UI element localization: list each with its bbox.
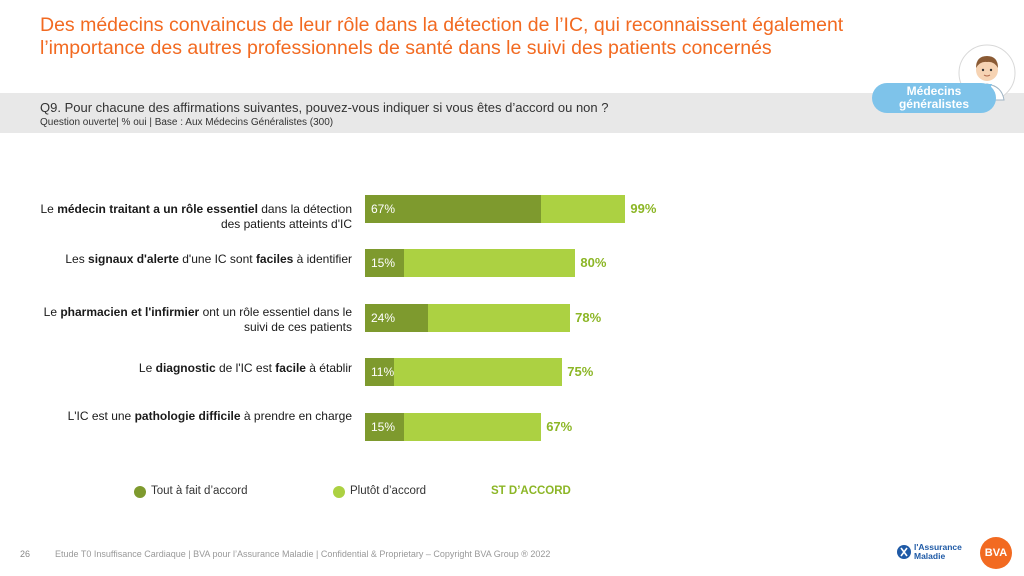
row-label-part: Le	[40, 202, 58, 216]
bar-tout-a-fait: 11%	[365, 358, 394, 386]
row-label-part: pharmacien et l'infirmier	[60, 305, 200, 319]
row-label-part: médecin traitant a un rôle essentiel	[57, 202, 258, 216]
bar-tout-a-fait: 15%	[365, 413, 405, 441]
legend-label-st: ST D’ACCORD	[491, 485, 571, 497]
row-label-part: à identifier	[293, 252, 352, 266]
total-value-label: 99%	[630, 201, 657, 216]
row-label: L'IC est une pathologie difficile à pren…	[32, 409, 352, 424]
bar-plutot-accord	[365, 358, 563, 386]
audience-badge: Médecins généralistes	[872, 83, 996, 113]
row-label-part: de l'IC est	[215, 361, 276, 375]
legend-swatch-tout	[134, 486, 146, 498]
total-value-label: 67%	[546, 419, 573, 434]
row-label-part: à prendre en charge	[240, 409, 352, 423]
am-logo-line1: l'Assurance	[914, 542, 962, 552]
row-label-part: Le	[43, 305, 61, 319]
question-subtitle: Question ouverte| % oui | Base : Aux Méd…	[40, 117, 334, 128]
row-label-part: faciles	[255, 252, 294, 266]
footer-text: Etude T0 Insuffisance Cardiaque | BVA po…	[55, 549, 551, 559]
bva-logo: BVA	[980, 537, 1012, 569]
row-label-part: signaux d'alerte	[88, 252, 179, 266]
legend-swatch-plutot	[333, 486, 345, 498]
bar-tout-a-fait: 67%	[365, 195, 542, 223]
row-label-part: ont un rôle essentiel dans le suivi de c…	[199, 305, 352, 334]
bar-tout-a-fait: 15%	[365, 249, 405, 277]
row-label: Le diagnostic de l'IC est facile à établ…	[32, 361, 352, 376]
question-band: Q9. Pour chacune des affirmations suivan…	[0, 93, 1024, 133]
row-label-part: d'une IC sont	[178, 252, 256, 266]
total-value-label: 75%	[567, 364, 594, 379]
legend-label-plutot: Plutôt d’accord	[350, 485, 427, 497]
row-label-part: dans la détection des patients atteints …	[220, 202, 352, 231]
question-text: Q9. Pour chacune des affirmations suivan…	[40, 100, 609, 115]
page-title: Des médecins convaincus de leur rôle dan…	[40, 14, 844, 59]
am-logo-line2: Maladie	[914, 551, 945, 561]
row-label-part: Le	[138, 361, 156, 375]
row-label: Les signaux d'alerte d'une IC sont facil…	[32, 252, 352, 267]
bar-tout-a-fait: 24%	[365, 304, 429, 332]
row-label-part: facile	[275, 361, 306, 375]
assurance-maladie-logo: l'Assurance Maladie	[897, 542, 962, 561]
page-number: 26	[20, 549, 31, 559]
total-value-label: 78%	[575, 310, 602, 325]
row-label-part: Les	[65, 252, 89, 266]
row-label: Le pharmacien et l'infirmier ont un rôle…	[32, 305, 352, 335]
total-value-label: 80%	[580, 255, 607, 270]
legend-label-tout: Tout à fait d’accord	[151, 485, 248, 497]
row-label-part: L'IC est une	[67, 409, 135, 423]
row-label-part: diagnostic	[155, 361, 216, 375]
row-label: Le médecin traitant a un rôle essentiel …	[32, 202, 353, 232]
row-label-part: pathologie difficile	[134, 409, 241, 423]
row-label-part: à établir	[305, 361, 352, 375]
